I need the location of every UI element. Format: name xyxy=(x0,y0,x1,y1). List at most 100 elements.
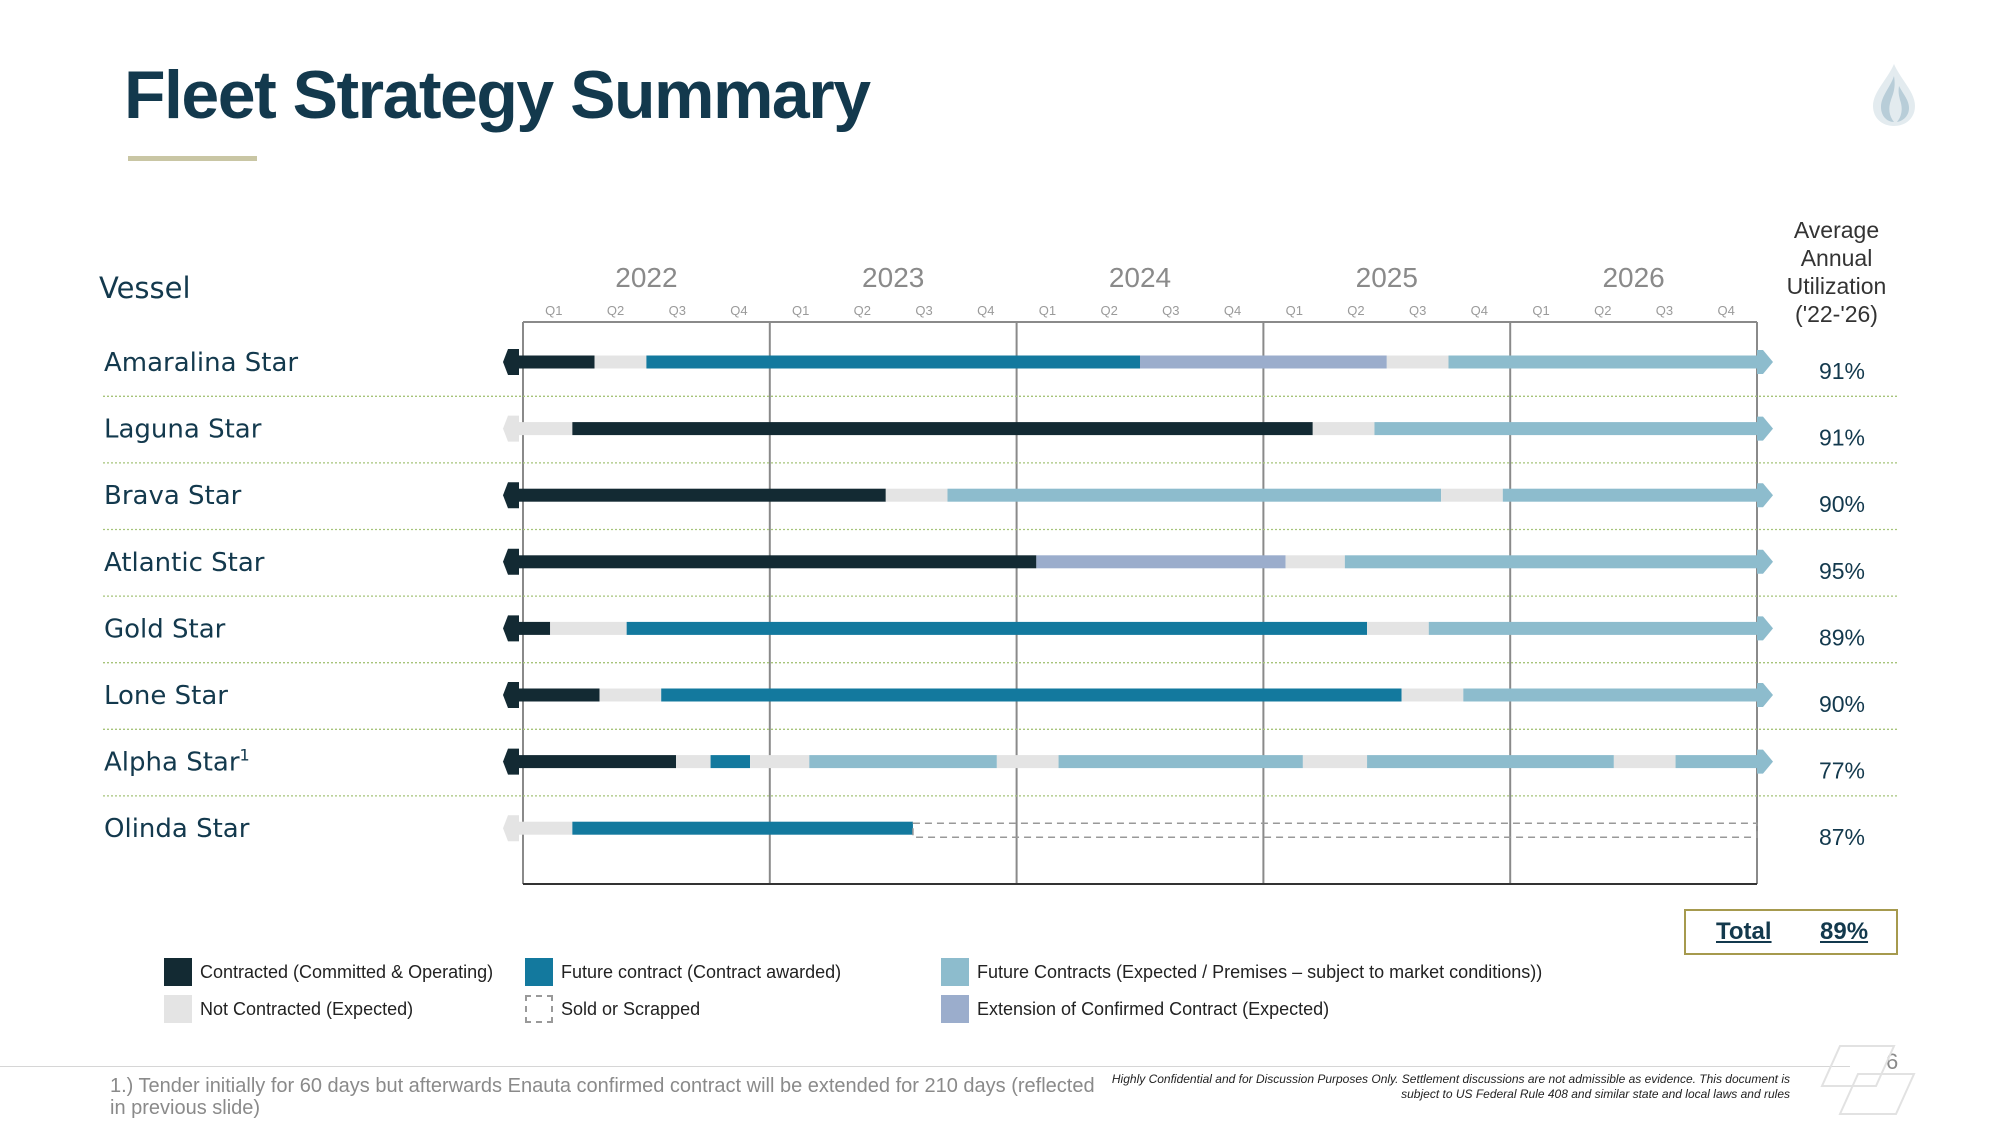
left-arrow-head xyxy=(503,815,519,842)
timeline-segment-not-contracted xyxy=(750,755,810,769)
timeline-segment-not-contracted xyxy=(1613,755,1676,769)
right-arrow-head xyxy=(1757,416,1773,441)
timeline-segment-not-contracted xyxy=(599,688,662,702)
legend-swatch xyxy=(525,958,553,986)
timeline-segment-not-contracted xyxy=(676,755,711,769)
quarter-label: Q1 xyxy=(792,303,809,318)
quarter-label: Q3 xyxy=(1162,303,1179,318)
footnote: 1.) Tender initially for 60 days but aft… xyxy=(110,1075,1095,1119)
total-label: Total xyxy=(1716,918,1772,945)
vessel-name: Alpha Star1 xyxy=(104,746,250,778)
legend-item-future-awarded: Future contract (Contract awarded) xyxy=(525,958,841,986)
quarter-label: Q2 xyxy=(607,303,624,318)
utilization-header: Average Annual Utilization ('22-'26) xyxy=(1779,216,1894,328)
timeline-segment-future-awarded xyxy=(661,688,1402,702)
drop-logo-icon xyxy=(1873,64,1915,126)
legend-item-not-contracted: Not Contracted (Expected) xyxy=(164,995,413,1023)
utilization-value: 90% xyxy=(1819,491,1865,517)
quarter-label: Q2 xyxy=(1347,303,1364,318)
legend-item-contracted: Contracted (Committed & Operating) xyxy=(164,958,493,986)
timeline-segment-not-contracted xyxy=(996,755,1059,769)
legend-label: Future Contracts (Expected / Premises – … xyxy=(977,961,1543,982)
legend-swatch xyxy=(941,958,969,986)
timeline-segment-future-expected xyxy=(1675,755,1757,769)
timeline-segment-contracted xyxy=(517,355,595,369)
year-label: 2023 xyxy=(862,262,924,293)
legend-swatch xyxy=(941,995,969,1023)
right-arrow-head xyxy=(1757,350,1773,374)
chart-legend: Contracted (Committed & Operating) Futur… xyxy=(164,958,1604,1028)
timeline-segment-not-contracted xyxy=(1285,555,1345,569)
quarter-label: Q1 xyxy=(1286,303,1303,318)
vessel-name: Gold Star xyxy=(104,614,226,644)
left-arrow-head xyxy=(503,415,519,442)
quarter-label: Q1 xyxy=(1039,303,1056,318)
timeline-segment-future-awarded xyxy=(626,621,1368,635)
fleet-gantt-chart: Vessel 2022 Q1 Q2 Q3 Q4 2023 Q1 Q2 Q3 Q4 2024 Q1 Q2 Q… xyxy=(99,262,1897,885)
utilization-value: 95% xyxy=(1819,558,1865,584)
timeline-segment-contracted xyxy=(517,621,551,635)
footnote-marker: 1 xyxy=(240,746,250,765)
legend-label: Not Contracted (Expected) xyxy=(200,998,414,1019)
quarter-label: Q2 xyxy=(854,303,871,318)
total-utilization-box: Total 89% xyxy=(1684,909,1898,955)
timeline-segment-extension xyxy=(1140,355,1387,369)
corner-decoration xyxy=(1820,1045,1916,1115)
quarter-label: Q2 xyxy=(1100,303,1117,318)
timeline-segment-future-expected xyxy=(809,755,997,769)
quarter-label: Q3 xyxy=(1656,303,1673,318)
timeline-segment-future-expected xyxy=(1367,755,1614,769)
timeline-segment-future-awarded xyxy=(572,821,913,835)
confidentiality-disclaimer: Highly Confidential and for Discussion P… xyxy=(1111,1072,1790,1101)
utilization-header-line: Utilization xyxy=(1786,273,1887,299)
year-label: 2024 xyxy=(1109,262,1171,293)
quarter-label: Q4 xyxy=(730,303,747,318)
quarter-label: Q3 xyxy=(915,303,932,318)
right-arrow-head xyxy=(1757,483,1773,508)
utilization-header-line: Annual xyxy=(1800,245,1873,271)
utilization-value: 87% xyxy=(1819,824,1865,850)
quarter-label: Q4 xyxy=(1224,303,1241,318)
timeline-segment-future-expected xyxy=(1058,755,1303,769)
timeline-segment-not-contracted xyxy=(594,355,647,369)
utilization-value: 77% xyxy=(1819,758,1865,784)
total-value: 89% xyxy=(1820,918,1869,945)
vessel-name: Atlantic Star xyxy=(104,548,265,578)
timeline-segment-not-contracted xyxy=(517,821,573,835)
timeline-segment-not-contracted xyxy=(1312,422,1375,436)
timeline-segment-future-expected xyxy=(1502,488,1757,502)
legend-label: Sold or Scrapped xyxy=(561,998,701,1019)
quarter-label: Q4 xyxy=(1717,303,1734,318)
utilization-value: 91% xyxy=(1819,425,1865,451)
vessel-name: Amaralina Star xyxy=(104,348,298,378)
vessel-name: Brava Star xyxy=(104,481,242,511)
vessel-column-header: Vessel xyxy=(99,271,191,305)
legend-swatch xyxy=(164,958,192,986)
legend-item-future-expected: Future Contracts (Expected / Premises – … xyxy=(941,958,1542,986)
quarter-label: Q1 xyxy=(1532,303,1549,318)
vessel-name: Olinda Star xyxy=(104,814,250,844)
legend-item-sold-scrapped: Sold or Scrapped xyxy=(525,995,700,1023)
timeline-segment-not-contracted xyxy=(1401,688,1464,702)
timeline-segment-future-expected xyxy=(1448,355,1757,369)
year-label: 2026 xyxy=(1602,262,1664,293)
timeline-segment-contracted xyxy=(572,422,1313,436)
timeline-segment-future-expected xyxy=(947,488,1442,502)
right-arrow-head xyxy=(1757,616,1773,641)
left-arrow-head xyxy=(503,349,519,375)
legend-label: Future contract (Contract awarded) xyxy=(561,961,842,982)
legend-label: Contracted (Committed & Operating) xyxy=(200,961,494,982)
timeline-segment-future-expected xyxy=(1344,555,1757,569)
left-arrow-head xyxy=(503,482,519,509)
left-arrow-head xyxy=(503,548,519,575)
title-underline xyxy=(128,156,257,161)
quarter-label: Q4 xyxy=(977,303,994,318)
utilization-value: 89% xyxy=(1819,624,1865,650)
legend-swatch xyxy=(164,995,192,1023)
timeline-segment-future-awarded xyxy=(646,355,1140,369)
right-arrow-head xyxy=(1757,749,1773,774)
timeline-segment-extension xyxy=(1036,555,1286,569)
timeline-segment-not-contracted xyxy=(1386,355,1449,369)
year-label: 2025 xyxy=(1356,262,1418,293)
left-arrow-head xyxy=(503,682,519,708)
